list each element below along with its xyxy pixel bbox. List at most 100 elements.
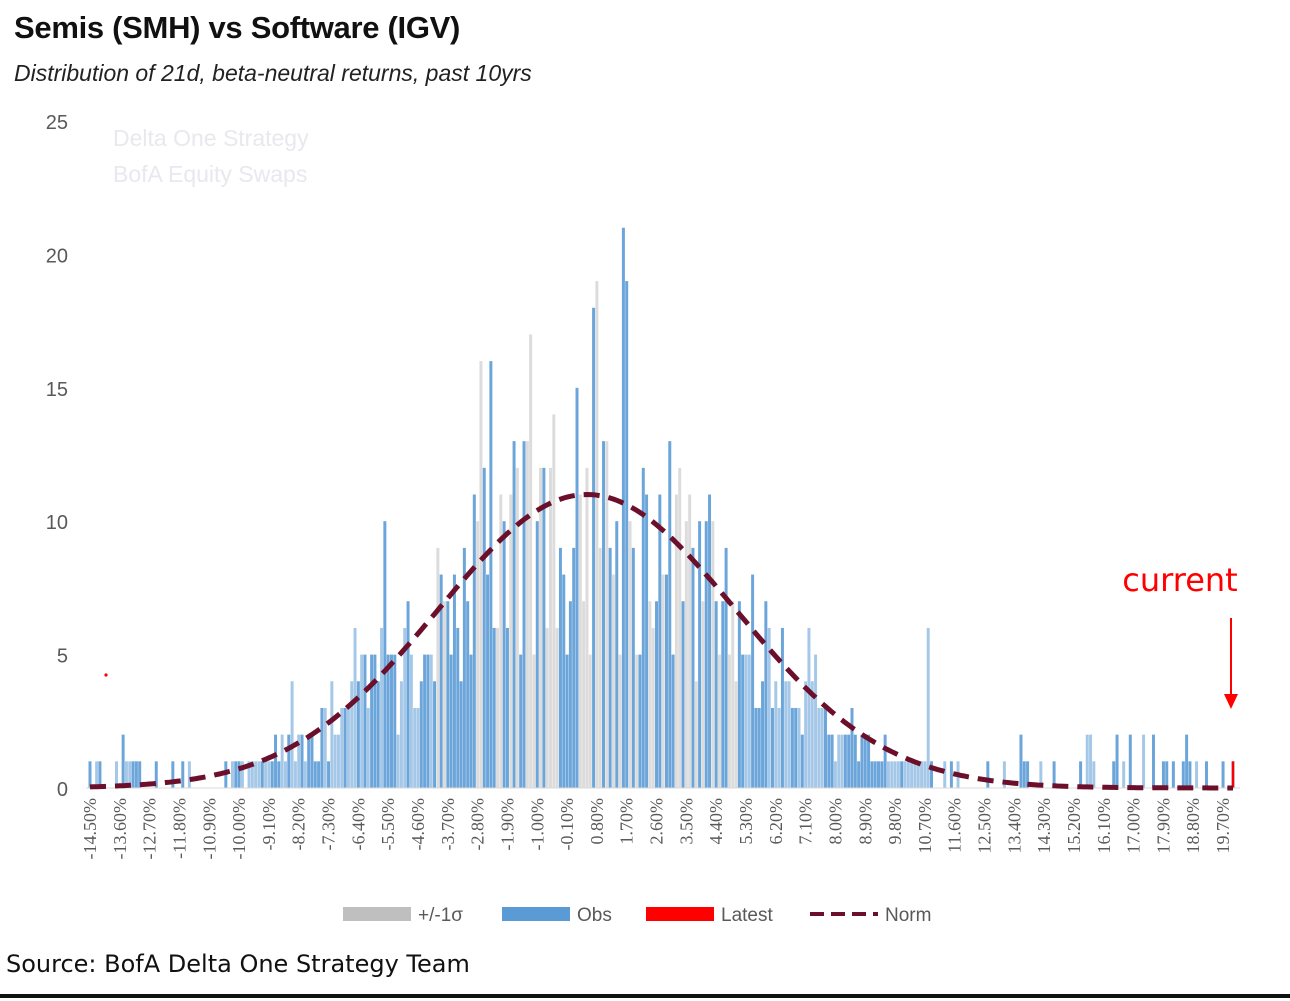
x-tick-label: 19.70% <box>1213 798 1233 854</box>
obs-bar <box>1221 761 1225 788</box>
x-tick-label: -14.50% <box>80 798 100 860</box>
x-tick-label: 6.20% <box>766 798 786 845</box>
obs-bar <box>300 734 304 788</box>
x-tick-label: -6.40% <box>348 798 368 851</box>
obs-bar <box>237 761 241 788</box>
x-tick-label: 9.80% <box>885 798 905 845</box>
x-tick-label: 18.80% <box>1183 798 1203 854</box>
obs-bar <box>926 627 930 788</box>
x-tick-label: 2.60% <box>647 798 667 845</box>
sigma-bar <box>727 654 731 788</box>
sigma-bar <box>499 494 503 788</box>
watermark-line-2: BofA Equity Swaps <box>113 161 307 187</box>
sigma-bar <box>731 601 735 788</box>
obs-bar <box>877 761 880 788</box>
obs-bar <box>270 761 274 788</box>
sigma-bar <box>588 654 592 788</box>
obs-bar <box>890 761 894 788</box>
obs-bar <box>154 761 158 788</box>
y-tick-label: 0 <box>57 779 68 801</box>
sigma-bar <box>446 601 450 788</box>
obs-bar <box>419 681 423 788</box>
sigma-bar <box>456 627 460 788</box>
sigma-bar <box>635 654 639 788</box>
legend-latest-swatch <box>646 907 714 921</box>
chart-subtitle: Distribution of 21d, beta-neutral return… <box>14 60 532 86</box>
obs-bar <box>1026 761 1030 788</box>
obs-bar <box>1205 761 1208 788</box>
obs-bar <box>886 761 890 788</box>
obs-bar <box>916 761 920 788</box>
obs-bar <box>98 761 102 788</box>
obs-bar <box>406 601 410 788</box>
sigma-bar <box>552 414 556 788</box>
x-tick-label: -5.50% <box>378 798 398 851</box>
x-tick-label: -12.70% <box>140 798 160 860</box>
sigma-bar <box>542 467 546 788</box>
obs-bar <box>240 761 244 788</box>
sigma-bar <box>648 601 652 788</box>
sigma-bar <box>658 494 662 788</box>
obs-bar <box>787 681 791 788</box>
sigma-bar <box>505 627 509 788</box>
sigma-bar <box>585 467 589 788</box>
sigma-bar <box>595 281 599 788</box>
obs-bar <box>751 574 755 788</box>
sigma-bar <box>691 547 695 788</box>
obs-bar <box>1039 761 1043 788</box>
obs-bar <box>330 681 334 788</box>
obs-bar <box>267 761 271 788</box>
sigma-bar <box>489 361 493 788</box>
x-tick-label: 10.70% <box>915 798 935 854</box>
obs-bar <box>426 654 430 788</box>
obs-bar <box>930 761 933 788</box>
obs-bar <box>88 761 92 788</box>
obs-bar <box>307 734 311 788</box>
obs-bar <box>807 627 811 788</box>
obs-bar <box>943 761 947 788</box>
sigma-bar <box>459 681 463 788</box>
obs-bar <box>429 654 433 788</box>
sigma-bar <box>681 601 685 788</box>
x-tick-label: 15.20% <box>1064 798 1084 854</box>
obs-bar <box>416 707 420 788</box>
sigma-bar <box>452 574 456 788</box>
latest-bars <box>1231 761 1235 788</box>
obs-bar <box>380 627 384 788</box>
obs-bar <box>254 761 258 788</box>
sigma-bar <box>608 547 612 788</box>
sigma-bar <box>684 521 688 788</box>
obs-bar <box>181 761 185 788</box>
obs-bar <box>264 761 268 788</box>
sigma-bar <box>562 574 566 788</box>
obs-bar <box>747 654 751 788</box>
obs-bar <box>327 761 331 788</box>
sigma-bar <box>704 521 708 788</box>
obs-bar <box>777 707 781 788</box>
x-tick-label: -1.90% <box>497 798 517 851</box>
obs-bar <box>320 707 324 788</box>
x-tick-label: -8.20% <box>289 798 309 851</box>
obs-bar <box>824 707 827 788</box>
obs-bar <box>376 681 380 788</box>
sigma-bar <box>443 601 446 788</box>
obs-bar <box>757 707 761 788</box>
x-tick-label: -3.70% <box>438 798 458 851</box>
sigma-bar <box>724 547 728 788</box>
x-tick-label: 11.60% <box>945 798 965 853</box>
sigma-bar <box>734 681 738 788</box>
obs-bar <box>433 681 437 788</box>
y-tick-label: 20 <box>46 245 68 267</box>
sigma-bar <box>472 494 476 788</box>
sigma-bar <box>549 467 552 788</box>
sigma-bar <box>469 654 473 788</box>
obs-bar <box>350 681 354 788</box>
obs-bar <box>1052 761 1056 788</box>
y-axis: 0 5 10 15 20 25 <box>46 112 68 801</box>
sigma-bar <box>628 521 632 788</box>
sigma-bar <box>668 441 672 788</box>
obs-bar <box>784 681 788 788</box>
obs-bar <box>303 761 307 788</box>
obs-bar <box>857 761 861 788</box>
obs-bar <box>413 707 417 788</box>
